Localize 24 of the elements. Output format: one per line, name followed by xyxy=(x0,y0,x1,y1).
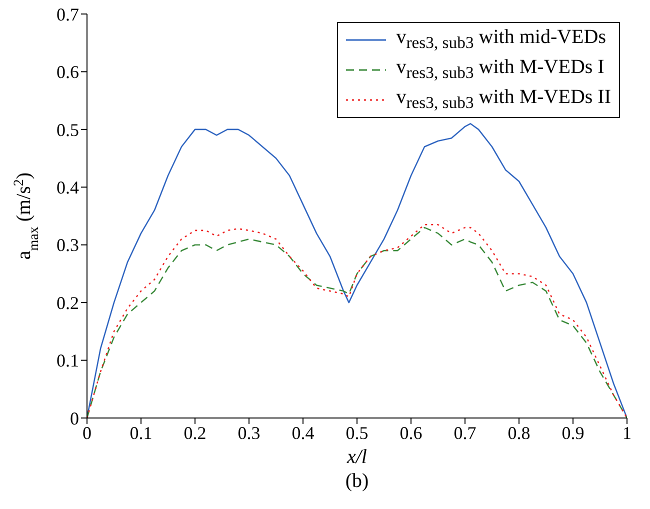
y-tick-label: 0.5 xyxy=(56,120,79,140)
y-tick-label: 0.6 xyxy=(56,62,79,82)
x-tick-label: 0.9 xyxy=(562,422,584,443)
x-tick-label: 0 xyxy=(82,422,92,443)
x-tick-label: 0.4 xyxy=(292,422,314,443)
x-tick-label: 0.6 xyxy=(400,422,422,443)
y-tick-label: 0.7 xyxy=(56,4,79,24)
y-tick-label: 0.2 xyxy=(56,292,79,313)
y-tick-label: 0.4 xyxy=(56,178,79,198)
x-tick-label: 1 xyxy=(622,422,632,443)
x-axis-title: x/l xyxy=(346,446,368,468)
legend-label: v$_{res3, sub3}$ with M-VEDs II xyxy=(396,86,611,112)
y-tick-label: 0 xyxy=(70,408,79,428)
x-tick-label: 0.2 xyxy=(184,422,206,443)
x-tick-label: 0.3 xyxy=(238,422,260,443)
text: (b) xyxy=(344,470,370,493)
y-tick-label: 0.1 xyxy=(56,350,79,371)
x-tick-label: 0.1 xyxy=(130,422,152,443)
legend-label: v$_{res3, sub3}$ with mid-VEDs xyxy=(396,26,606,52)
x-tick-label: 0.8 xyxy=(508,422,530,443)
x-tick-label: 0.5 xyxy=(346,422,368,443)
x-tick-label: 0.7 xyxy=(454,422,476,443)
y-tick-label: 0.3 xyxy=(56,235,79,256)
legend-label: v$_{res3, sub3}$ with M-VEDs I xyxy=(396,56,604,82)
